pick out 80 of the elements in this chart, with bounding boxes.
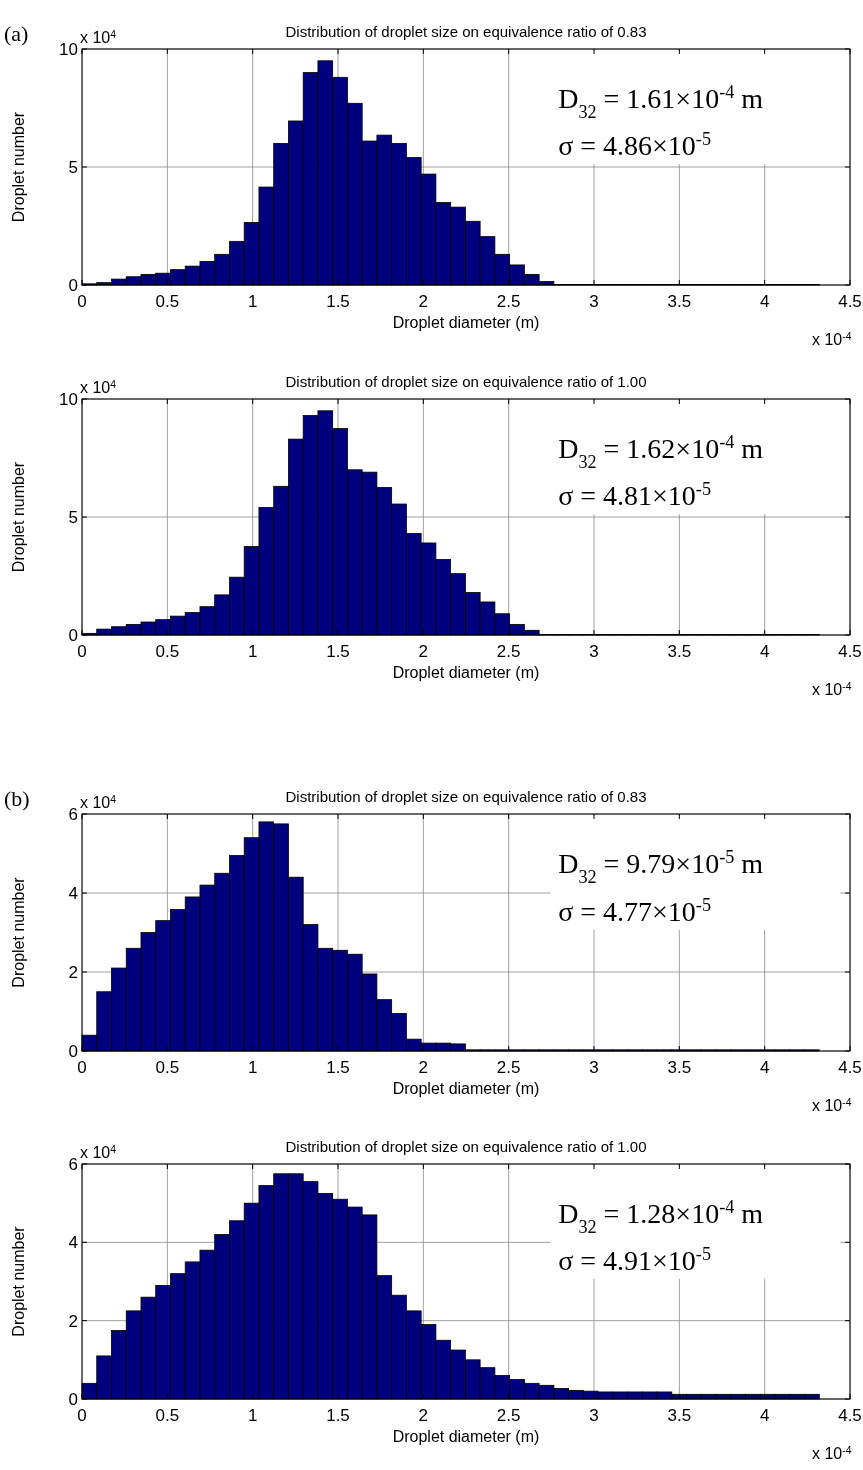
x-axis-title: Droplet diameter (m) xyxy=(392,1428,540,1445)
text: x 10$^{-4}$ xyxy=(812,680,852,698)
x-tick-label: 3 xyxy=(589,1406,599,1425)
chart-title: Distribution of droplet size on equivalence ratio of 1.00 xyxy=(285,373,647,390)
annotation: σ = 4.86×10$^{-5}$ xyxy=(558,129,711,162)
text: x 10$^{4}$ xyxy=(80,28,117,46)
annotation: D$_{32}$ = 1.62×10$^{-4}$ m xyxy=(558,432,764,472)
x-tick-label: 1.5 xyxy=(326,1058,350,1077)
y-tick-label: 5 xyxy=(68,508,78,527)
y-tick-label: 6 xyxy=(68,1155,78,1174)
x-tick-label: 4.5 xyxy=(838,292,862,311)
x-tick-label: 1 xyxy=(247,1058,258,1077)
y-tick-label: 2 xyxy=(68,1311,78,1331)
x-tick-label: 2.5 xyxy=(496,292,521,311)
x-tick-label: 3.5 xyxy=(667,1406,692,1425)
x-tick-label: 2 xyxy=(418,292,429,311)
y-tick-label: 4 xyxy=(68,1233,78,1253)
x-tick-label: 0.5 xyxy=(155,1406,180,1425)
x-axis-title: Droplet diameter (m) xyxy=(392,314,540,331)
x-tick-label: 2.5 xyxy=(496,1406,521,1425)
y-axis-title: Droplet number xyxy=(10,1225,27,1337)
y-tick-label: 0 xyxy=(68,276,78,295)
x-tick-label: 3 xyxy=(589,642,599,661)
x-tick-label: 1.5 xyxy=(326,642,350,661)
x-tick-label: 3 xyxy=(589,1058,599,1077)
x-tick-label: 4 xyxy=(759,292,770,311)
y-tick-label: 10 xyxy=(59,40,78,59)
x-tick-label: 2.5 xyxy=(496,642,521,661)
x-tick-label: 2 xyxy=(418,1406,429,1425)
annotation: D$_{32}$ = 9.79×10$^{-5}$ m xyxy=(558,847,764,888)
x-tick-label: 4.5 xyxy=(838,1406,862,1425)
x-tick-label: 4.5 xyxy=(838,1058,862,1077)
y-tick-label: 10 xyxy=(59,390,78,409)
text: x 10$^{-4}$ xyxy=(812,1096,852,1114)
chart-title: Distribution of droplet size on equivalence ratio of 1.00 xyxy=(285,1138,647,1155)
y-axis-title: Droplet number xyxy=(10,461,27,573)
chart-title: Distribution of droplet size on equivalence ratio of 0.83 xyxy=(285,788,647,805)
y-tick-label: 6 xyxy=(68,805,78,824)
text: (a) xyxy=(4,21,29,46)
y-tick-label: 4 xyxy=(68,884,78,903)
x-tick-label: 2.5 xyxy=(496,1058,521,1077)
text: x 10$^{4}$ xyxy=(80,1143,117,1161)
x-tick-label: 1 xyxy=(247,1406,258,1425)
x-axis-title: Droplet diameter (m) xyxy=(392,1080,540,1097)
chart-title: Distribution of droplet size on equivalence ratio of 0.83 xyxy=(285,23,647,40)
x-tick-label: 4 xyxy=(759,1406,770,1425)
x-tick-label: 4.5 xyxy=(838,642,862,661)
text: x 10$^{-4}$ xyxy=(812,330,852,348)
annotation: σ = 4.77×10$^{-5}$ xyxy=(558,894,711,927)
annotation: σ = 4.81×10$^{-5}$ xyxy=(558,479,711,512)
x-tick-label: 0.5 xyxy=(155,292,180,311)
y-tick-label: 0 xyxy=(68,1390,78,1409)
x-tick-label: 1.5 xyxy=(326,292,350,311)
y-axis-title: Droplet number xyxy=(10,111,27,223)
text: x 10$^{4}$ xyxy=(80,378,117,396)
y-tick-label: 2 xyxy=(68,963,78,982)
y-tick-label: 0 xyxy=(68,626,78,645)
y-axis-title: Droplet number xyxy=(10,876,27,988)
x-tick-label: 3.5 xyxy=(667,292,692,311)
x-tick-label: 2 xyxy=(418,642,429,661)
text: (b) xyxy=(4,786,30,811)
annotation: σ = 4.91×10$^{-5}$ xyxy=(558,1243,711,1276)
text: x 10$^{4}$ xyxy=(80,793,117,811)
x-tick-label: 3.5 xyxy=(667,1058,692,1077)
x-tick-label: 0.5 xyxy=(155,642,180,661)
x-tick-label: 1 xyxy=(247,292,258,311)
x-tick-label: 3 xyxy=(589,292,599,311)
x-tick-label: 2 xyxy=(418,1058,429,1077)
x-tick-label: 4 xyxy=(759,642,770,661)
x-tick-label: 1.5 xyxy=(326,1406,350,1425)
y-tick-label: 5 xyxy=(68,158,78,177)
y-tick-label: 0 xyxy=(68,1042,78,1061)
text: x 10$^{-4}$ xyxy=(812,1444,852,1462)
x-axis-title: Droplet diameter (m) xyxy=(392,664,540,681)
x-tick-label: 1 xyxy=(247,642,258,661)
x-tick-label: 4 xyxy=(759,1058,770,1077)
x-tick-label: 3.5 xyxy=(667,642,692,661)
annotation: D$_{32}$ = 1.28×10$^{-4}$ m xyxy=(558,1196,764,1237)
x-tick-label: 0.5 xyxy=(155,1058,180,1077)
annotation: D$_{32}$ = 1.61×10$^{-4}$ m xyxy=(558,82,764,122)
